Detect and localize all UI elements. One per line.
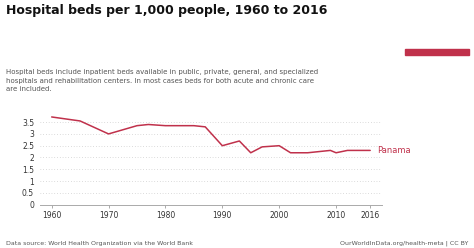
Bar (405, 49, 469, 55)
Text: Hospital beds per 1,000 people, 1960 to 2016: Hospital beds per 1,000 people, 1960 to … (6, 4, 327, 17)
Text: OurWorldInData.org/health-meta | CC BY: OurWorldInData.org/health-meta | CC BY (340, 240, 468, 246)
Text: Data source: World Health Organization via the World Bank: Data source: World Health Organization v… (6, 241, 193, 246)
Text: Our World
in Data: Our World in Data (417, 17, 457, 31)
Text: Hospital beds include inpatient beds available in public, private, general, and : Hospital beds include inpatient beds ava… (6, 69, 318, 93)
Text: Panama: Panama (377, 146, 411, 155)
